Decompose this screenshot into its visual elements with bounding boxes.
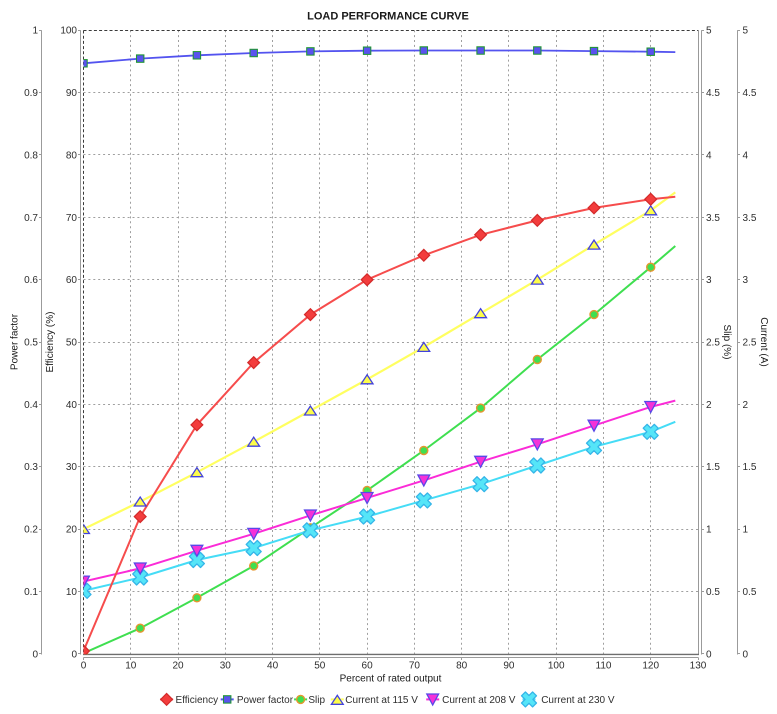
svg-text:0.3: 0.3 <box>24 462 38 473</box>
svg-text:Efficiency: Efficiency <box>176 695 219 706</box>
svg-text:0.5: 0.5 <box>24 338 38 349</box>
svg-text:2: 2 <box>706 400 712 411</box>
svg-text:3: 3 <box>743 275 749 286</box>
svg-text:Current at 230 V: Current at 230 V <box>541 695 615 706</box>
svg-text:4.5: 4.5 <box>743 88 757 99</box>
svg-text:LOAD PERFORMANCE CURVE: LOAD PERFORMANCE CURVE <box>307 11 469 23</box>
svg-text:3.5: 3.5 <box>706 213 720 224</box>
svg-text:60: 60 <box>362 661 374 672</box>
svg-text:1: 1 <box>32 26 38 37</box>
svg-text:Efficiency (%): Efficiency (%) <box>45 312 56 373</box>
svg-text:4: 4 <box>743 150 749 161</box>
svg-text:90: 90 <box>66 88 78 99</box>
svg-text:Current at 115 V: Current at 115 V <box>345 695 418 706</box>
svg-text:3: 3 <box>706 275 712 286</box>
svg-text:1.5: 1.5 <box>706 462 720 473</box>
svg-text:10: 10 <box>125 661 137 672</box>
svg-text:4.5: 4.5 <box>706 88 720 99</box>
svg-text:5: 5 <box>743 26 749 37</box>
svg-text:20: 20 <box>172 661 184 672</box>
svg-text:2: 2 <box>743 400 749 411</box>
svg-text:0.1: 0.1 <box>24 587 38 598</box>
svg-text:100: 100 <box>548 661 565 672</box>
svg-text:120: 120 <box>642 661 659 672</box>
svg-text:0.8: 0.8 <box>24 150 38 161</box>
svg-text:40: 40 <box>66 400 78 411</box>
svg-text:0.5: 0.5 <box>706 587 720 598</box>
svg-text:0: 0 <box>743 649 749 660</box>
svg-text:Percent of rated output: Percent of rated output <box>340 674 442 685</box>
svg-text:70: 70 <box>66 213 78 224</box>
svg-text:0.7: 0.7 <box>24 213 38 224</box>
svg-text:80: 80 <box>66 150 78 161</box>
svg-text:Slip: Slip <box>308 695 325 706</box>
svg-text:80: 80 <box>456 661 468 672</box>
svg-text:0: 0 <box>32 649 38 660</box>
svg-text:0: 0 <box>71 649 77 660</box>
svg-text:4: 4 <box>706 150 712 161</box>
svg-text:Current (A): Current (A) <box>758 317 769 366</box>
svg-text:0.5: 0.5 <box>743 587 757 598</box>
svg-text:0.9: 0.9 <box>24 88 38 99</box>
svg-text:20: 20 <box>66 525 78 536</box>
svg-text:0.6: 0.6 <box>24 275 38 286</box>
svg-text:Power factor: Power factor <box>237 695 294 706</box>
svg-text:3.5: 3.5 <box>743 213 757 224</box>
svg-text:0: 0 <box>706 649 712 660</box>
svg-text:10: 10 <box>66 587 78 598</box>
svg-text:130: 130 <box>690 661 707 672</box>
svg-text:0.4: 0.4 <box>24 400 38 411</box>
svg-text:30: 30 <box>66 462 78 473</box>
svg-text:70: 70 <box>409 661 421 672</box>
svg-text:0: 0 <box>81 661 87 672</box>
svg-text:1: 1 <box>706 525 712 536</box>
svg-text:Power factor: Power factor <box>9 313 20 370</box>
svg-text:2.5: 2.5 <box>706 338 720 349</box>
svg-text:110: 110 <box>596 661 612 672</box>
svg-text:5: 5 <box>706 26 712 37</box>
svg-text:1.5: 1.5 <box>743 462 757 473</box>
svg-text:100: 100 <box>60 26 77 37</box>
svg-text:30: 30 <box>220 661 232 672</box>
svg-text:40: 40 <box>267 661 279 672</box>
svg-text:0.2: 0.2 <box>24 525 38 536</box>
svg-text:Slip (%): Slip (%) <box>721 324 732 359</box>
svg-text:60: 60 <box>66 275 78 286</box>
svg-text:Current at 208 V: Current at 208 V <box>442 695 516 706</box>
svg-text:50: 50 <box>314 661 326 672</box>
svg-text:50: 50 <box>66 338 78 349</box>
svg-text:90: 90 <box>503 661 515 672</box>
svg-text:1: 1 <box>743 525 749 536</box>
svg-text:2.5: 2.5 <box>743 338 757 349</box>
